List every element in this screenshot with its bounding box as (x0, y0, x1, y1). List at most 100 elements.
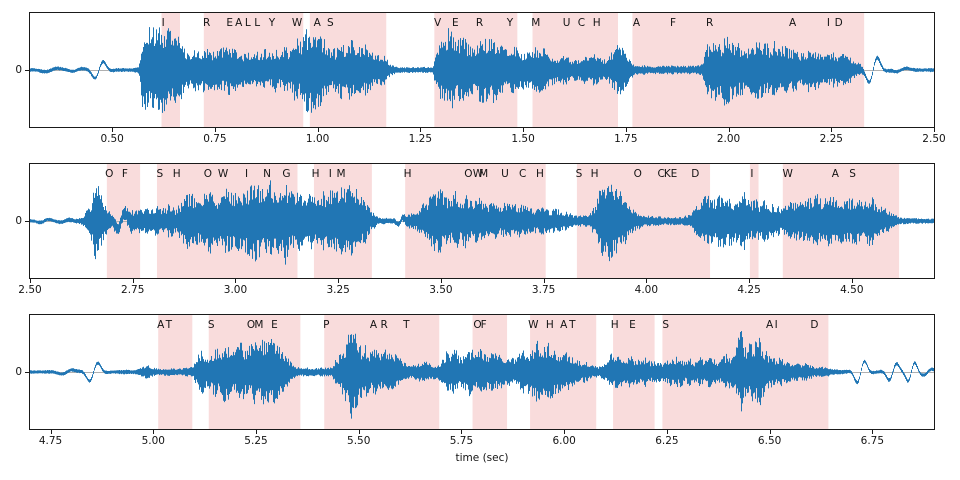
char-annotation: I (244, 168, 249, 180)
char-annotation: A (235, 17, 243, 29)
x-tick-mark (749, 279, 751, 283)
char-annotation: D (834, 17, 843, 29)
char-annotation: S (662, 319, 670, 331)
char-annotation: M (254, 319, 264, 331)
char-annotation: A (789, 17, 797, 29)
char-annotation: R (705, 17, 714, 29)
x-tick-label: 4.75 (38, 435, 63, 447)
char-annotation: W (782, 168, 793, 180)
char-annotation: A (369, 319, 378, 331)
x-tick-label: 2.75 (121, 284, 145, 296)
x-tick-label: 1.50 (511, 133, 535, 145)
char-annotation: A (157, 319, 165, 331)
char-annotation: K (663, 168, 671, 180)
x-tick-mark (851, 279, 853, 283)
char-annotation: T (165, 319, 173, 331)
x-tick-label: 2.00 (716, 133, 741, 145)
char-annotation: H (545, 319, 554, 331)
char-annotation: H (172, 168, 181, 180)
x-tick-mark (112, 128, 114, 132)
char-annotation: N (263, 168, 272, 180)
x-tick-label: 5.50 (347, 435, 371, 447)
char-annotation: H (592, 17, 601, 29)
char-annotation: M (336, 168, 346, 180)
char-annotation: C (657, 168, 665, 180)
x-tick-mark (256, 430, 257, 434)
char-annotation: I (750, 168, 754, 180)
x-tick-mark (50, 430, 52, 434)
char-annotation: O (633, 168, 642, 180)
x-axis-title: time (sec) (455, 452, 509, 464)
x-tick-mark (523, 128, 525, 132)
x-tick-label: 4.00 (634, 284, 659, 296)
char-annotation: Y (506, 17, 514, 29)
char-annotation: P (323, 319, 330, 331)
char-annotation: S (849, 168, 856, 180)
char-annotation: R (203, 17, 211, 29)
char-annotation: M (531, 17, 541, 29)
char-annotation: E (670, 168, 678, 180)
x-tick-label: 0.50 (100, 133, 124, 145)
char-annotation: C (577, 17, 586, 29)
x-tick-label: 1.00 (305, 133, 330, 145)
x-tick-label: 2.50 (18, 284, 42, 296)
char-annotation: H (535, 168, 544, 180)
char-annotation: Y (268, 17, 276, 29)
char-annotation: O (464, 168, 473, 180)
char-annotation: A (766, 319, 774, 331)
x-tick-label: 2.50 (922, 133, 946, 145)
char-annotation: S (327, 17, 334, 29)
char-annotation: O (203, 168, 213, 180)
char-annotation: G (282, 168, 291, 180)
char-annotation: H (403, 168, 412, 180)
char-annotation: R (475, 17, 484, 29)
char-annotation: U (501, 168, 509, 180)
char-annotation: V (434, 17, 442, 29)
char-annotation: A (560, 319, 568, 331)
char-annotation: I (161, 17, 165, 29)
x-tick-label: 6.00 (552, 435, 576, 447)
x-tick-mark (461, 430, 463, 434)
x-tick-label: 1.25 (408, 133, 433, 145)
x-tick-mark (728, 128, 730, 132)
char-annotation: I (774, 319, 778, 331)
x-tick-label: 3.75 (531, 284, 556, 296)
char-annotation: W (217, 168, 229, 180)
char-annotation: E (451, 17, 459, 29)
x-tick-mark (132, 279, 134, 283)
x-tick-mark (625, 128, 627, 132)
char-annotation: C (519, 168, 527, 180)
x-tick-label: 0.75 (203, 133, 227, 145)
x-tick-mark (214, 128, 216, 132)
x-tick-mark (338, 279, 340, 283)
char-annotation: T (569, 319, 576, 331)
char-annotation: F (670, 17, 677, 29)
char-annotation: R (380, 319, 388, 331)
x-tick-label: 4.50 (840, 284, 864, 296)
y-tick-mark (25, 372, 29, 373)
x-tick-label: 5.25 (244, 435, 268, 447)
waveform-canvas-2 (30, 164, 934, 278)
x-tick-mark (666, 430, 668, 434)
x-tick-mark (440, 279, 442, 283)
x-tick-mark (831, 128, 833, 132)
x-tick-mark (235, 279, 237, 283)
x-tick-label: 2.25 (819, 133, 843, 145)
x-tick-mark (153, 430, 155, 434)
y-tick-zero-label: 0 (15, 214, 22, 227)
char-annotation: F (480, 319, 487, 331)
x-tick-mark (564, 430, 566, 434)
y-tick-zero-label: 0 (15, 365, 22, 378)
waveform-canvas-1 (30, 13, 934, 127)
char-annotation: E (271, 319, 278, 331)
x-tick-label: 4.25 (737, 284, 761, 296)
y-tick-mark (25, 221, 29, 222)
x-tick-label: 5.75 (449, 435, 474, 447)
char-annotation: I (826, 17, 830, 29)
x-tick-mark (646, 279, 648, 283)
y-tick-zero-label: 0 (15, 63, 22, 76)
char-annotation: M (479, 168, 489, 180)
x-tick-label: 5.00 (141, 435, 165, 447)
x-tick-label: 6.75 (860, 435, 885, 447)
